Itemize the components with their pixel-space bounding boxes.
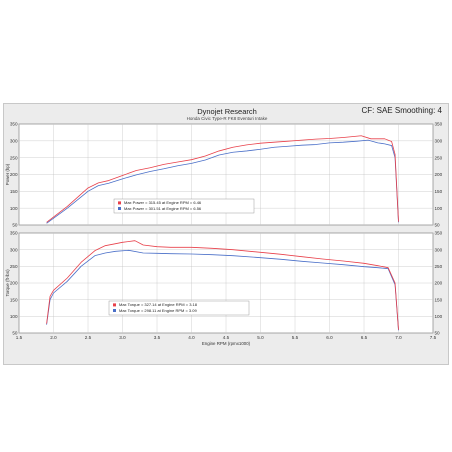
torque-legend-entry: Max Torque = 298.11 at Engine RPM = 3.09: [119, 308, 197, 313]
torque-x-tick-label: 5.0: [257, 335, 264, 340]
power-y2-tick-label: 50: [435, 223, 441, 228]
torque-x-axis-label: Engine RPM (rpmx1000): [202, 341, 251, 346]
smoothing-label: CF: SAE Smoothing: 4: [361, 106, 442, 115]
power-y-tick-label: 200: [10, 172, 18, 177]
torque-y-tick-label: 250: [10, 264, 18, 269]
torque-y-tick-label: 50: [12, 331, 18, 336]
torque-x-tick-label: 6.0: [326, 335, 333, 340]
torque-y2-tick-label: 50: [435, 331, 441, 336]
torque-x-tick-label: 3.0: [119, 335, 126, 340]
torque-y-tick-label: 150: [10, 297, 18, 302]
power-y2-tick-label: 200: [435, 172, 443, 177]
torque-y-tick-label: 200: [10, 281, 18, 286]
power-legend-entry: Max Power = 301.51 at Engine RPM = 6.56: [124, 206, 202, 211]
torque-y2-tick-label: 150: [435, 297, 443, 302]
torque-y2-tick-label: 300: [435, 247, 443, 252]
torque-x-tick-label: 4.5: [223, 335, 230, 340]
torque-x-tick-label: 4.0: [188, 335, 195, 340]
torque-y2-tick-label: 250: [435, 264, 443, 269]
torque-legend-swatch: [113, 309, 116, 312]
torque-y-tick-label: 350: [10, 231, 18, 236]
torque-y2-tick-label: 200: [435, 281, 443, 286]
dyno-chart-svg: 50 50 100 100 150 150 200 200 250 250 300 300 350 350…: [5, 122, 443, 346]
power-y-axis-label: Power (hp): [5, 163, 10, 185]
torque-legend-box: [108, 300, 250, 316]
torque-legend-entry: Max Torque = 327.14 at Engine RPM = 3.18: [119, 302, 198, 307]
power-y2-tick-label: 100: [435, 206, 443, 211]
torque-y-tick-label: 300: [10, 247, 18, 252]
chart-title: Dynojet Research: [197, 107, 257, 116]
torque-x-tick-label: 6.5: [361, 335, 368, 340]
power-y-tick-label: 300: [10, 138, 18, 143]
torque-series-line-blue: [46, 249, 399, 331]
torque-y-axis-label: Torque (ft-lbs): [5, 269, 10, 297]
power-series-line-red: [46, 135, 399, 223]
torque-x-tick-label: 5.5: [292, 335, 299, 340]
power-legend-swatch: [118, 201, 121, 205]
power-y2-tick-label: 350: [435, 122, 443, 127]
power-legend-swatch: [118, 207, 121, 210]
power-y-tick-label: 150: [10, 189, 18, 194]
dyno-chart-frame: Dynojet Research Honda Civic Type-R FK8 …: [3, 103, 449, 365]
torque-x-tick-label: 1.5: [16, 335, 23, 340]
torque-x-tick-label: 7.5: [430, 335, 437, 340]
power-y2-tick-label: 300: [435, 138, 443, 143]
power-y-tick-label: 100: [10, 206, 18, 211]
torque-y2-tick-label: 100: [435, 314, 443, 319]
power-legend-box: [113, 198, 255, 214]
chart-subtitle: Honda Civic Type-R FK8 Eventuri Intake: [186, 116, 268, 121]
torque-y2-tick-label: 350: [435, 231, 443, 236]
torque-x-tick-label: 2.5: [85, 335, 92, 340]
torque-x-tick-label: 3.5: [154, 335, 161, 340]
torque-x-tick-label: 2.0: [50, 335, 57, 340]
power-y2-tick-label: 250: [435, 155, 443, 160]
torque-series-line-red: [46, 240, 399, 330]
power-series-line-blue: [46, 139, 399, 224]
power-legend-entry: Max Power = 315.45 at Engine RPM = 6.46: [124, 200, 202, 205]
torque-legend-swatch: [113, 303, 116, 307]
power-y-tick-label: 50: [12, 223, 18, 228]
torque-y-tick-label: 100: [10, 314, 18, 319]
power-y2-tick-label: 150: [435, 189, 443, 194]
power-y-tick-label: 250: [10, 155, 18, 160]
power-y-tick-label: 350: [10, 122, 18, 127]
torque-x-tick-label: 7.0: [395, 335, 402, 340]
